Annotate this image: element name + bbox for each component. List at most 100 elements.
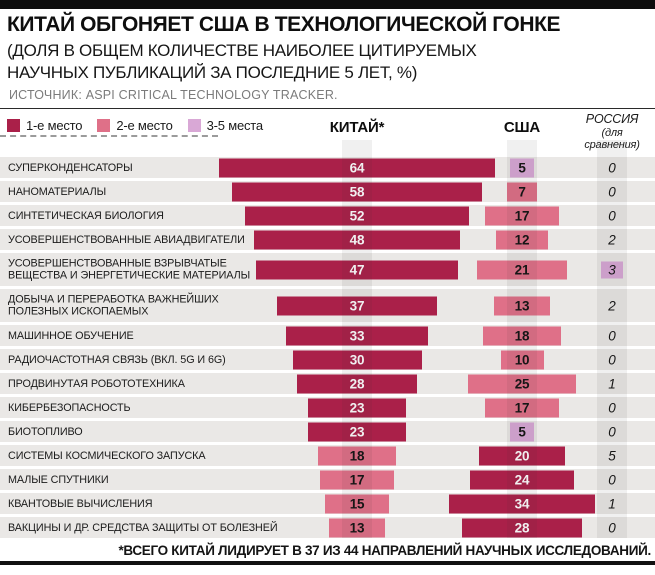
usa-bar: 34 xyxy=(448,494,596,513)
column-stripe-china xyxy=(342,140,372,538)
legend-swatch-rank-3 xyxy=(187,119,201,132)
legend-item: 3-5 места xyxy=(187,118,264,133)
table-row: СУПЕРКОНДЕНСАТОРЫ 64 5 0 xyxy=(0,157,655,178)
row-label: РАДИОЧАСТОТНАЯ СВЯЗЬ (ВКЛ. 5G И 6G) xyxy=(8,353,226,366)
usa-bar: 17 xyxy=(485,398,559,417)
table-row: СИСТЕМЫ КОСМИЧЕСКОГО ЗАПУСКА 18 20 5 xyxy=(0,445,655,466)
china-bar: 17 xyxy=(320,470,394,489)
legend-label: 3-5 места xyxy=(206,118,264,133)
china-bar: 47 xyxy=(255,260,459,279)
column-header-china: КИТАЙ* xyxy=(329,119,385,136)
row-label: УСОВЕРШЕНСТВОВАННЫЕ ВЗРЫВЧАТЫЕ ВЕЩЕСТВА И… xyxy=(8,257,251,282)
russia-value: 2 xyxy=(608,298,616,313)
russia-value: 2 xyxy=(608,232,616,247)
column-stripe-usa xyxy=(507,140,537,538)
top-rule-bar xyxy=(0,0,655,9)
row-label: КВАНТОВЫЕ ВЫЧИСЛЕНИЯ xyxy=(8,497,153,510)
russia-value: 0 xyxy=(608,520,616,535)
china-bar: 23 xyxy=(307,422,407,441)
legend: 1-е место 2-е место 3-5 места xyxy=(7,118,263,133)
usa-bar: 25 xyxy=(468,374,576,393)
table-row: МАЛЫЕ СПУТНИКИ 17 24 0 xyxy=(0,469,655,490)
legend-item: 2-е место xyxy=(97,118,173,133)
russia-value: 0 xyxy=(608,328,616,343)
legend-label: 2-е место xyxy=(116,118,173,133)
usa-bar: 24 xyxy=(470,470,574,489)
russia-value: 1 xyxy=(608,496,616,511)
usa-bar: 5 xyxy=(510,158,534,177)
table-row: КВАНТОВЫЕ ВЫЧИСЛЕНИЯ 15 34 1 xyxy=(0,493,655,514)
column-header-usa: США xyxy=(503,119,541,136)
russia-value: 0 xyxy=(608,424,616,439)
china-bar: 15 xyxy=(324,494,390,513)
china-bar: 64 xyxy=(219,158,495,177)
china-bar: 23 xyxy=(307,398,407,417)
legend-swatch-rank-1 xyxy=(7,119,20,132)
row-label: НАНОМАТЕРИАЛЫ xyxy=(8,185,107,198)
subtitle-line-2: НАУЧНЫХ ПУБЛИКАЦИЙ ЗА ПОСЛЕДНИЕ 5 ЛЕТ, %… xyxy=(7,63,418,82)
row-label: УСОВЕРШЕНСТВОВАННЫЕ АВИАДВИГАТЕЛИ xyxy=(8,233,245,246)
table-row: ВАКЦИНЫ И ДР. СРЕДСТВА ЗАЩИТЫ ОТ БОЛЕЗНЕ… xyxy=(0,517,655,538)
subtitle: (ДОЛЯ В ОБЩЕМ КОЛИЧЕСТВЕ НАИБОЛЕЕ ЦИТИРУ… xyxy=(7,40,647,84)
column-header-russia-note: (для сравнения) xyxy=(584,127,640,151)
usa-bar: 7 xyxy=(506,182,538,201)
table-row: МАШИННОЕ ОБУЧЕНИЕ 33 18 0 xyxy=(0,325,655,346)
column-header-russia-name: РОССИЯ xyxy=(585,112,639,126)
russia-value: 0 xyxy=(608,184,616,199)
bottom-rule-bar xyxy=(0,561,655,565)
table-row: СИНТЕТИЧЕСКАЯ БИОЛОГИЯ 52 17 0 xyxy=(0,205,655,226)
usa-bar: 10 xyxy=(500,350,544,369)
russia-value: 0 xyxy=(608,400,616,415)
usa-bar: 5 xyxy=(510,422,534,441)
china-bar: 13 xyxy=(329,518,385,537)
footnote: *ВСЕГО КИТАЙ ЛИДИРУЕТ В 37 ИЗ 44 НАПРАВЛ… xyxy=(118,543,651,558)
source-credit: ИСТОЧНИК: ASPI CRITICAL TECHNOLOGY TRACK… xyxy=(9,88,338,102)
row-label: ПРОДВИНУТАЯ РОБОТОТЕХНИКА xyxy=(8,377,185,390)
table-row: НАНОМАТЕРИАЛЫ 58 7 0 xyxy=(0,181,655,202)
row-label: МАШИННОЕ ОБУЧЕНИЕ xyxy=(8,329,134,342)
russia-value: 1 xyxy=(608,376,616,391)
column-stripe-russia xyxy=(597,140,627,538)
row-label: МАЛЫЕ СПУТНИКИ xyxy=(8,473,109,486)
row-label: СИСТЕМЫ КОСМИЧЕСКОГО ЗАПУСКА xyxy=(8,449,206,462)
table-row: УСОВЕРШЕНСТВОВАННЫЕ ВЗРЫВЧАТЫЕ ВЕЩЕСТВА И… xyxy=(0,253,655,286)
russia-value: 0 xyxy=(608,472,616,487)
usa-bar: 13 xyxy=(494,296,550,315)
legend-divider-dashed xyxy=(0,135,218,137)
table-row: БИОТОПЛИВО 23 5 0 xyxy=(0,421,655,442)
page-title: КИТАЙ ОБГОНЯЕТ США В ТЕХНОЛОГИЧЕСКОЙ ГОН… xyxy=(7,13,561,36)
china-bar: 18 xyxy=(318,446,396,465)
usa-bar: 28 xyxy=(461,518,583,537)
china-bar: 58 xyxy=(232,182,482,201)
russia-value: 3 xyxy=(601,261,623,278)
russia-value: 0 xyxy=(608,352,616,367)
legend-swatch-rank-2 xyxy=(97,119,111,132)
header-divider xyxy=(0,108,655,109)
column-header-russia: РОССИЯ (для сравнения) xyxy=(584,112,640,151)
row-label: БИОТОПЛИВО xyxy=(8,425,83,438)
china-bar: 37 xyxy=(277,296,437,315)
usa-bar: 18 xyxy=(483,326,561,345)
legend-item: 1-е место xyxy=(7,118,83,133)
row-label: ВАКЦИНЫ И ДР. СРЕДСТВА ЗАЩИТЫ ОТ БОЛЕЗНЕ… xyxy=(8,521,278,534)
row-label: СИНТЕТИЧЕСКАЯ БИОЛОГИЯ xyxy=(8,209,164,222)
table-row: УСОВЕРШЕНСТВОВАННЫЕ АВИАДВИГАТЕЛИ 48 12 2 xyxy=(0,229,655,250)
russia-value: 5 xyxy=(608,448,616,463)
china-bar: 30 xyxy=(292,350,422,369)
subtitle-line-1: (ДОЛЯ В ОБЩЕМ КОЛИЧЕСТВЕ НАИБОЛЕЕ ЦИТИРУ… xyxy=(7,41,477,60)
russia-value: 0 xyxy=(608,160,616,175)
russia-value: 0 xyxy=(608,208,616,223)
row-label: ДОБЫЧА И ПЕРЕРАБОТКА ВАЖНЕЙШИХ ПОЛЕЗНЫХ И… xyxy=(8,293,219,318)
usa-bar: 21 xyxy=(476,260,568,279)
table-row: РАДИОЧАСТОТНАЯ СВЯЗЬ (ВКЛ. 5G И 6G) 30 10 0 xyxy=(0,349,655,370)
china-bar: 52 xyxy=(245,206,469,225)
row-label: СУПЕРКОНДЕНСАТОРЫ xyxy=(8,161,133,174)
legend-label: 1-е место xyxy=(26,118,83,133)
usa-bar: 12 xyxy=(496,230,548,249)
usa-bar: 20 xyxy=(479,446,565,465)
china-bar: 48 xyxy=(253,230,461,249)
chart-rows: СУПЕРКОНДЕНСАТОРЫ 64 5 0 НАНОМАТЕРИАЛЫ 58 7 0 СИ… xyxy=(0,157,655,538)
china-bar: 33 xyxy=(286,326,428,345)
table-row: КИБЕРБЕЗОПАСНОСТЬ 23 17 0 xyxy=(0,397,655,418)
